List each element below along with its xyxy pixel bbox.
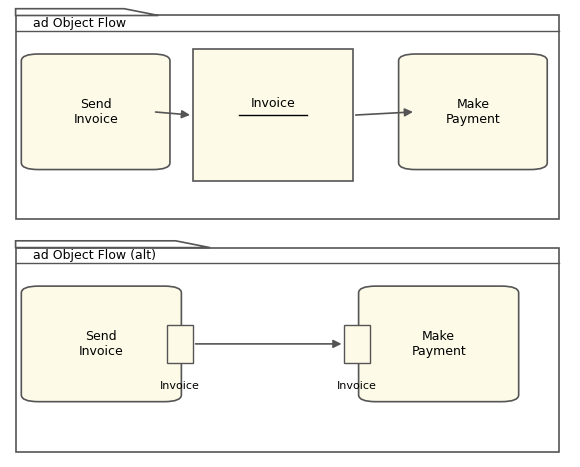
Text: ad Object Flow (alt): ad Object Flow (alt) <box>32 249 156 262</box>
Text: Invoice: Invoice <box>251 97 295 110</box>
Text: ad Object Flow: ad Object Flow <box>32 17 126 30</box>
FancyBboxPatch shape <box>358 286 519 402</box>
Polygon shape <box>16 241 210 248</box>
Text: Send
Invoice: Send Invoice <box>73 98 118 126</box>
FancyBboxPatch shape <box>398 54 548 170</box>
Bar <box>345 325 370 363</box>
Bar <box>167 325 193 363</box>
Text: Invoice: Invoice <box>160 381 200 391</box>
Text: Invoice: Invoice <box>337 381 377 391</box>
FancyBboxPatch shape <box>21 286 182 402</box>
FancyBboxPatch shape <box>21 54 170 170</box>
Text: Send
Invoice: Send Invoice <box>79 330 124 358</box>
Text: Make
Payment: Make Payment <box>411 330 466 358</box>
Bar <box>193 50 353 181</box>
Text: Make
Payment: Make Payment <box>445 98 501 126</box>
Polygon shape <box>16 9 158 15</box>
